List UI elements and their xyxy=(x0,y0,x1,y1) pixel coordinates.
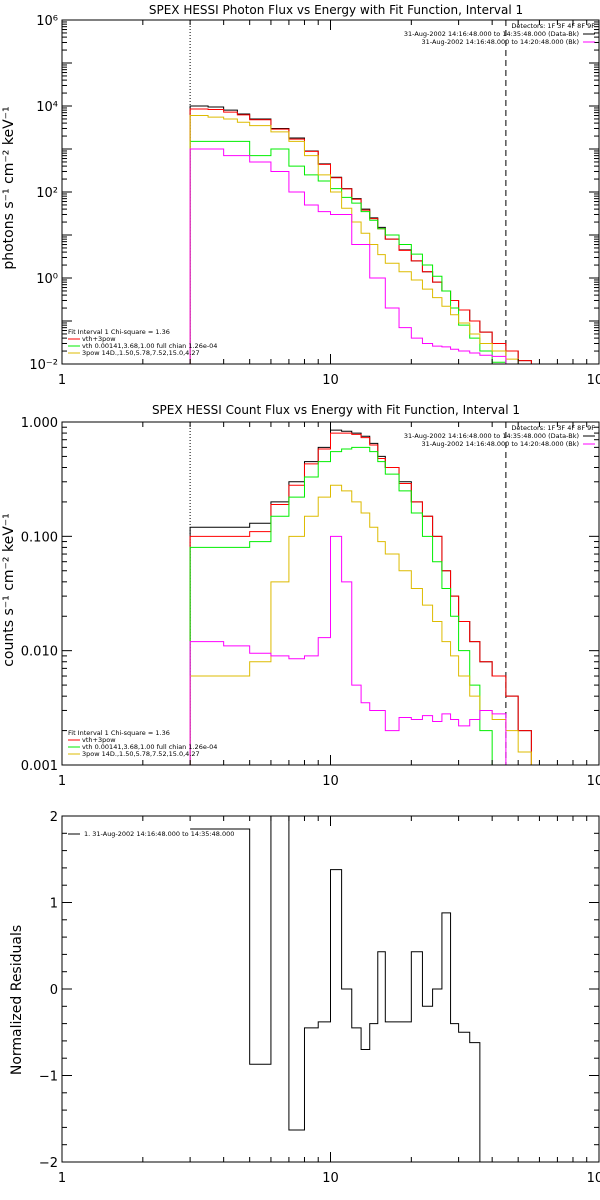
series-line-1 xyxy=(189,108,532,364)
y-tick-label: 10⁻² xyxy=(29,358,58,373)
residuals-panel: Normalized Residuals 1 10 100 −2 −1 0 1 2 1. 31-… xyxy=(9,810,600,1186)
y-tick-label: 0 xyxy=(50,983,58,998)
count-flux-title: SPEX HESSI Count Flux vs Energy with Fit… xyxy=(152,403,520,417)
series-line-2 xyxy=(189,446,506,765)
series-group xyxy=(190,816,481,1162)
legend-header: Detectors: 1F 3F 4F 8F 9F xyxy=(511,22,595,30)
legend-entry: 1. 31-Aug-2002 14:16:48.000 to 14:35:48.… xyxy=(84,830,234,838)
x-tick-label: 10 xyxy=(322,774,339,789)
legend-header: Detectors: 1F 3F 4F 8F 9F xyxy=(511,424,595,432)
y-tick-label: 10⁴ xyxy=(36,100,58,115)
series-line-4 xyxy=(189,535,507,765)
x-tick-label: 100 xyxy=(587,774,600,789)
count-flux-ylabel: counts s⁻¹ cm⁻² keV⁻¹ xyxy=(1,513,17,667)
x-tick-label: 100 xyxy=(587,1171,600,1186)
x-tick-label: 10 xyxy=(322,373,339,388)
legend-entry: 3pow 14D.,1.50,5.78,7.52,15.0,4.27 xyxy=(82,349,200,357)
photon-flux-plot: 1 10 100 10⁻² 10⁰ 10² 10⁴ 10⁶ Detectors: 1F 3F 4… xyxy=(29,14,600,388)
x-tick-label: 10 xyxy=(322,1171,339,1186)
y-tick-label: −2 xyxy=(39,1156,58,1171)
series-line-2 xyxy=(189,140,519,364)
y-tick-label: 10⁶ xyxy=(36,14,58,29)
y-tick-label: 1.000 xyxy=(21,416,58,431)
series-line-4 xyxy=(189,148,507,364)
x-tick-label: 100 xyxy=(587,373,600,388)
count-flux-panel: SPEX HESSI Count Flux vs Energy with Fit… xyxy=(1,403,600,789)
y-tick-label: 10⁰ xyxy=(36,272,58,287)
y-tick-label: 0.001 xyxy=(21,759,58,774)
x-tick-label: 1 xyxy=(58,373,66,388)
x-tick-label: 1 xyxy=(58,774,66,789)
series-group xyxy=(189,429,544,765)
photon-flux-title: SPEX HESSI Photon Flux vs Energy with Fi… xyxy=(149,3,523,17)
residuals-ylabel: Normalized Residuals xyxy=(9,925,25,1075)
legend-entry: vth+3pow xyxy=(82,335,116,343)
legend-entry: vth 0.00141,3.68,1.00 full chian 1.26e-0… xyxy=(82,342,217,350)
count-flux-plot: 1 10 100 0.001 0.010 0.100 1.000 Detectors: 1F … xyxy=(21,416,600,789)
y-tick-label: 0.100 xyxy=(21,530,58,545)
legend-header: Fit Interval 1 Chi-square = 1.36 xyxy=(68,729,170,737)
legend-entry: vth 0.00141,3.68,1.00 full chian 1.26e-0… xyxy=(82,743,217,751)
legend-entry: 31-Aug-2002 14:16:48.000 to 14:20:48.000… xyxy=(422,38,579,46)
x-tick-label: 1 xyxy=(58,1171,66,1186)
residuals-plot: 1 10 100 −2 −1 0 1 2 1. 31-Aug-2002 14:16:48.000… xyxy=(39,810,600,1186)
photon-flux-ylabel: photons s⁻¹ cm⁻² keV⁻¹ xyxy=(1,106,17,269)
y-tick-label: 1 xyxy=(50,897,58,912)
series-line-3 xyxy=(189,115,532,364)
legend-entry: vth+3pow xyxy=(82,736,116,744)
legend-entry: 31-Aug-2002 14:16:48.000 to 14:20:48.000… xyxy=(422,440,579,448)
legend-entry: 31-Aug-2002 14:16:48.000 to 14:35:48.000… xyxy=(404,30,579,38)
y-tick-label: 10² xyxy=(36,186,58,201)
y-tick-label: 2 xyxy=(50,810,58,825)
series-group xyxy=(189,105,532,364)
legend-entry: 31-Aug-2002 14:16:48.000 to 14:35:48.000… xyxy=(404,432,579,440)
legend-header: Fit Interval 1 Chi-square = 1.36 xyxy=(68,328,170,336)
legend-entry: 3pow 14D.,1.50,5.78,7.52,15.0,4.27 xyxy=(82,750,200,758)
y-tick-label: −1 xyxy=(39,1070,58,1085)
series-line-0 xyxy=(190,816,481,1162)
photon-flux-panel: SPEX HESSI Photon Flux vs Energy with Fi… xyxy=(1,3,600,388)
y-tick-label: 0.010 xyxy=(21,645,58,660)
